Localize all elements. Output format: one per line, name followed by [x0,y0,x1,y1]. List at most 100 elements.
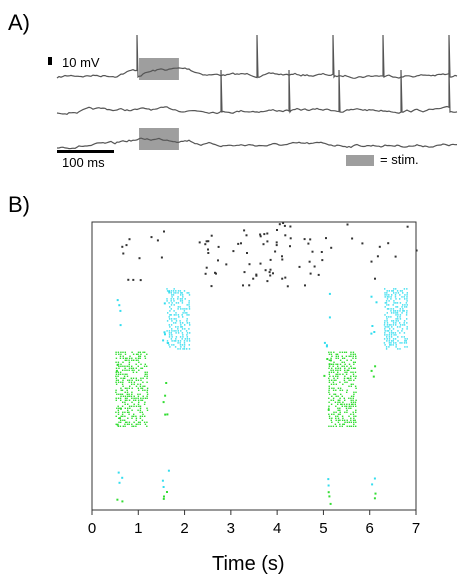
green-spike [348,369,350,371]
green-spike [124,369,126,371]
black-sparse-spike [376,255,379,258]
green-spike [142,389,144,391]
green-spike [352,357,354,359]
green-spike [115,373,118,375]
cyan-spike [406,294,408,296]
cyan-spike [175,330,177,332]
black-sparse-spike [259,262,262,265]
black-sparse-spike [205,240,208,243]
cyan-spike [166,330,168,332]
cyan-spike [166,290,169,292]
cyan-spike [386,308,389,310]
green-spike [139,383,142,385]
cyan-spike [390,336,393,338]
green-spike [331,421,333,423]
cyan-spike [182,348,184,350]
green-spike [131,357,133,359]
cyan-spike [393,310,395,312]
cyan-spike [404,304,406,306]
green-spike [126,423,129,425]
green-spike [335,425,337,427]
green-spike [343,379,346,381]
black-sparse-spike [150,236,153,239]
green-sparse-spike [165,382,168,384]
green-spike [330,353,333,355]
green-spike [337,419,340,421]
black-sparse-spike [378,245,381,248]
green-spike [144,351,146,353]
cyan-spike [404,306,406,308]
green-spike [128,405,131,407]
green-spike [339,367,342,369]
green-spike [135,359,137,361]
cyan-spike [182,312,184,314]
cyan-spike [399,332,401,334]
cyan-spike [395,314,397,316]
green-spike [354,361,356,363]
green-spike [330,419,332,421]
green-spike [146,389,149,391]
green-spike [339,401,341,403]
cyan-spike [388,324,391,326]
green-spike [339,351,341,353]
black-sparse-spike [204,243,207,246]
black-sparse-spike [272,272,274,275]
cyan-spike [175,326,177,328]
black-sparse-spike [281,277,284,280]
green-spike [353,391,355,393]
cyan-spike [396,290,399,292]
cyan-spike [384,332,386,334]
green-spike [131,369,133,371]
cyan-sparse-spike [328,292,331,295]
green-spike [128,411,130,413]
cyan-spike [186,312,188,314]
cyan-spike [402,292,404,294]
black-sparse-spike [205,266,208,269]
green-spike [350,351,352,353]
black-sparse-spike [311,250,314,253]
green-spike [127,403,129,405]
green-spike [335,395,337,397]
green-spike [328,389,330,391]
black-sparse-spike [207,240,210,243]
green-spike [348,367,350,369]
black-sparse-spike [121,245,124,248]
green-spike [331,413,333,415]
cyan-spike [404,340,406,342]
green-spike [350,371,352,373]
cyan-sparse-spike [327,478,330,481]
green-spike [117,413,120,415]
green-spike [115,391,117,393]
green-spike [330,399,332,401]
black-sparse-spike [259,235,262,238]
black-sparse-spike [246,252,248,254]
green-spike [117,411,120,413]
cyan-spike [406,338,408,340]
green-spike [122,379,124,381]
cyan-spike [171,296,173,298]
green-spike [348,385,350,387]
green-spike [335,367,337,369]
green-spike [337,363,339,365]
black-sparse-spike [304,284,306,287]
cyan-spike [174,346,177,348]
green-spike [344,381,346,383]
cyan-spike [170,314,172,316]
green-spike [353,417,355,419]
green-spike [115,353,117,355]
cyan-spike [392,308,395,310]
cyan-spike [171,336,173,338]
black-sparse-spike [307,242,310,245]
green-spike [333,377,335,379]
cyan-spike [399,326,401,328]
green-spike [339,411,341,413]
green-sparse-spike [374,365,377,368]
cyan-spike [399,322,401,324]
green-spike [346,371,348,373]
black-sparse-spike [122,252,125,255]
cyan-spike [386,290,388,292]
green-spike [342,423,344,425]
green-spike [341,395,343,397]
green-spike [120,421,122,423]
green-spike [146,373,148,375]
